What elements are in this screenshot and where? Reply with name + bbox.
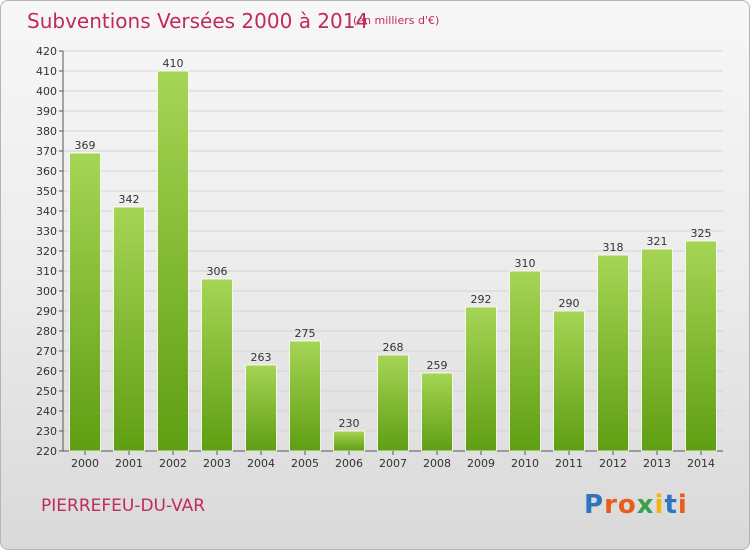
x-tick-label-2006: 2006 (335, 457, 363, 470)
x-tick-label-2010: 2010 (511, 457, 539, 470)
value-label-2012: 318 (603, 241, 624, 254)
x-tick-label-2007: 2007 (379, 457, 407, 470)
value-label-2005: 275 (295, 327, 316, 340)
value-label-2009: 292 (471, 293, 492, 306)
value-label-2008: 259 (427, 359, 448, 372)
value-label-2001: 342 (119, 193, 140, 206)
bar-2010 (509, 270, 541, 452)
y-tick-label: 320 (36, 245, 57, 258)
value-label-2000: 369 (75, 139, 96, 152)
x-tick-label-2012: 2012 (599, 457, 627, 470)
value-label-2014: 325 (691, 227, 712, 240)
y-tick-label: 230 (36, 425, 57, 438)
y-tick-label: 260 (36, 365, 57, 378)
bar-2000 (69, 152, 101, 452)
y-tick-label: 330 (36, 225, 57, 238)
bar-2007 (377, 354, 409, 452)
commune-name: PIERREFEU-DU-VAR (41, 496, 206, 516)
y-tick-label: 250 (36, 385, 57, 398)
value-label-2006: 230 (339, 417, 360, 430)
y-tick-label: 420 (36, 45, 57, 58)
value-label-2003: 306 (207, 265, 228, 278)
bar-2013 (641, 248, 673, 452)
value-label-2002: 410 (163, 57, 184, 70)
value-label-2013: 321 (647, 235, 668, 248)
y-tick-label: 370 (36, 145, 57, 158)
bar-2012 (597, 254, 629, 452)
x-tick-label-2002: 2002 (159, 457, 187, 470)
bar-2004 (245, 364, 277, 452)
y-tick-label: 400 (36, 85, 57, 98)
y-tick-label: 300 (36, 285, 57, 298)
bar-2002 (157, 70, 189, 452)
x-tick-label-2000: 2000 (71, 457, 99, 470)
y-tick-label: 270 (36, 345, 57, 358)
x-tick-label-2014: 2014 (687, 457, 715, 470)
y-tick-label: 360 (36, 165, 57, 178)
chart-title: Subventions Versées 2000 à 2014 (27, 9, 369, 33)
x-tick-label-2008: 2008 (423, 457, 451, 470)
y-tick-label: 310 (36, 265, 57, 278)
bar-2006 (333, 430, 365, 452)
bar-2003 (201, 278, 233, 452)
chart-subtitle: (en milliers d'€) (353, 14, 440, 27)
value-label-2010: 310 (515, 257, 536, 270)
y-tick-label: 350 (36, 185, 57, 198)
y-tick-label: 290 (36, 305, 57, 318)
value-label-2004: 263 (251, 351, 272, 364)
x-tick-label-2001: 2001 (115, 457, 143, 470)
y-tick-label: 390 (36, 105, 57, 118)
bar-2005 (289, 340, 321, 452)
x-tick-label-2009: 2009 (467, 457, 495, 470)
x-tick-label-2011: 2011 (555, 457, 583, 470)
x-tick-label-2003: 2003 (203, 457, 231, 470)
y-tick-label: 340 (36, 205, 57, 218)
x-tick-label-2005: 2005 (291, 457, 319, 470)
value-label-2007: 268 (383, 341, 404, 354)
y-tick-label: 280 (36, 325, 57, 338)
x-tick-label-2013: 2013 (643, 457, 671, 470)
x-tick-label-2004: 2004 (247, 457, 275, 470)
proxiti-logo[interactable]: Proxiti (584, 490, 688, 520)
bar-2011 (553, 310, 585, 452)
bar-2009 (465, 306, 497, 452)
value-label-2011: 290 (559, 297, 580, 310)
y-tick-label: 380 (36, 125, 57, 138)
y-tick-label: 240 (36, 405, 57, 418)
bar-2008 (421, 372, 453, 452)
y-tick-label: 220 (36, 445, 57, 458)
bar-2014 (685, 240, 717, 452)
bar-2001 (113, 206, 145, 452)
y-tick-label: 410 (36, 65, 57, 78)
